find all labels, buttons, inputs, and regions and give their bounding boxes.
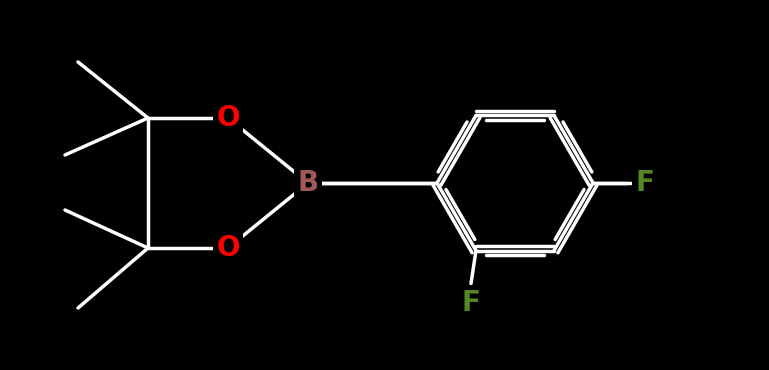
Text: O: O bbox=[216, 104, 240, 132]
Text: F: F bbox=[635, 169, 654, 197]
Text: F: F bbox=[461, 289, 481, 317]
Text: O: O bbox=[216, 234, 240, 262]
Text: B: B bbox=[298, 169, 318, 197]
